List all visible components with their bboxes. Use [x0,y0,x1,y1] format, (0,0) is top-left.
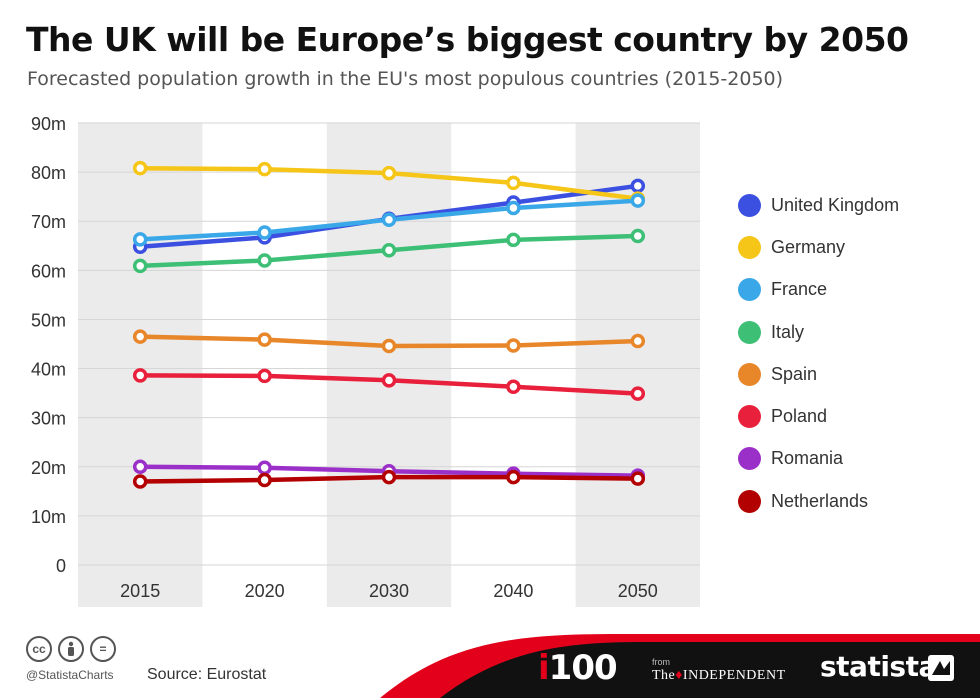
chart-title: The UK will be Europe’s biggest country … [26,20,909,59]
y-tick-label: 30m [31,409,66,429]
legend-swatch [738,489,761,513]
y-tick-label: 0 [56,556,66,576]
legend-item: Romania [738,438,899,480]
legend-swatch [738,193,761,217]
x-tick-label: 2030 [369,581,409,601]
y-tick-label: 20m [31,458,66,478]
source-text: Source: Eurostat [147,666,267,683]
legend-label: Spain [771,363,818,384]
legend-label: Italy [771,321,805,342]
x-tick-label: 2020 [245,581,285,601]
data-point [381,242,397,258]
y-tick-label: 50m [31,310,66,330]
legend-item: Germany [738,226,899,268]
data-point [630,386,646,401]
data-point [132,258,148,274]
license-icons: cc = [26,636,116,662]
x-tick-label: 2015 [120,581,160,601]
legend: United Kingdom Germany France Italy Spain Pol… [738,184,899,522]
data-point [506,175,521,191]
data-point [132,459,148,475]
data-point [506,469,521,485]
i100-logo: i100 [538,648,618,688]
data-point [381,165,397,181]
legend-swatch [738,362,761,386]
footer-dark [440,642,980,698]
data-point [506,232,521,248]
independent-logo: The♦INDEPENDENT [652,668,786,683]
data-point [381,469,397,485]
legend-label: France [771,279,828,300]
y-tick-label: 90m [31,114,66,134]
legend-item: United Kingdom [738,184,899,226]
column-band [78,123,203,607]
data-point [506,379,521,394]
legend-item: France [738,269,899,311]
data-point [506,200,521,216]
data-point [630,228,646,244]
legend-item: Poland [738,395,899,437]
data-point [257,225,272,240]
legend-label: United Kingdom [771,194,900,215]
y-tick-label: 70m [31,212,66,232]
from-label: from [652,657,670,667]
data-point [132,329,148,344]
data-point [630,333,646,349]
data-point [381,212,397,227]
equals-icon: = [90,636,116,662]
data-point [506,338,521,353]
data-point [630,193,646,208]
legend-swatch [738,320,761,344]
column-band [326,123,452,607]
statista-logo-icon [928,655,954,681]
data-point [132,160,148,176]
data-point [257,161,272,177]
twitter-handle: @StatistaCharts [26,668,114,682]
data-point [257,460,272,476]
legend-swatch [738,447,761,471]
data-point [257,368,272,384]
data-point [132,474,148,489]
y-tick-label: 10m [31,507,66,527]
person-icon [58,636,84,662]
legend-label: Netherlands [771,490,869,511]
cc-icon: cc [26,636,52,662]
data-point [381,338,397,354]
statista-logo: statista [820,650,937,683]
chart-subtitle: Forecasted population growth in the EU's… [27,68,784,90]
data-point [381,373,397,388]
legend-swatch [738,405,761,429]
legend-item: Spain [738,353,899,395]
x-tick-label: 2050 [618,581,658,601]
legend-label: Poland [771,406,828,427]
y-tick-label: 60m [31,261,66,281]
data-point [257,332,272,347]
y-tick-label: 40m [31,360,66,380]
data-point [257,253,272,268]
legend-item: Netherlands [738,480,899,522]
data-point [132,368,148,383]
data-point [132,232,148,247]
x-tick-label: 2040 [493,581,533,601]
data-point [630,471,646,486]
legend-label: Romania [771,448,844,469]
data-point [630,178,646,194]
legend-label: Germany [771,236,846,257]
legend-swatch [738,235,761,259]
data-point [257,472,272,488]
legend-swatch [738,278,761,302]
y-tick-label: 80m [31,163,66,183]
legend-item: Italy [738,311,899,353]
